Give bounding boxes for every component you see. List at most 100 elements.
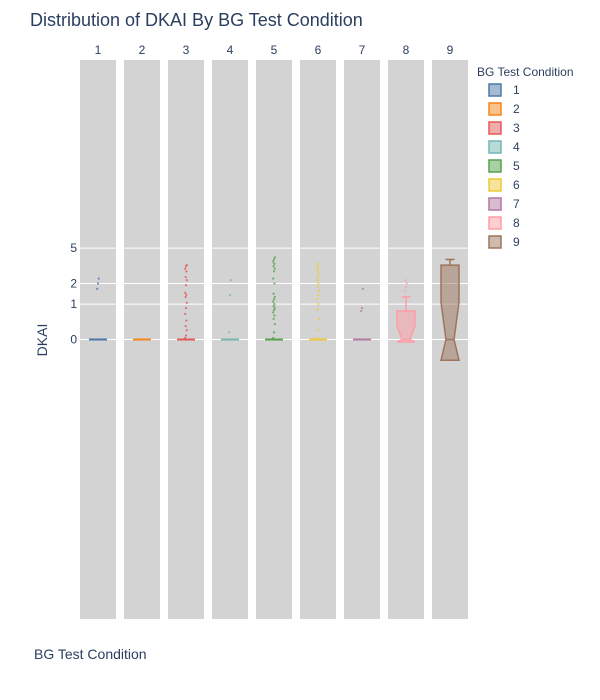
outlier-point — [185, 270, 188, 273]
legend-item-1[interactable]: 1 — [488, 83, 520, 97]
facet-label-6: 6 — [315, 43, 322, 57]
facet-label-9: 9 — [447, 43, 454, 57]
legend-swatch — [488, 216, 502, 230]
outlier-point — [228, 331, 231, 334]
outlier-point — [273, 295, 276, 299]
outlier-point — [184, 284, 188, 287]
outlier-point — [185, 263, 188, 267]
legend-label: 1 — [513, 83, 520, 97]
box-body — [440, 264, 460, 361]
outlier-point — [185, 301, 188, 304]
legend-item-3[interactable]: 3 — [488, 121, 520, 135]
box-group-7 — [353, 287, 371, 341]
outlier-point — [316, 275, 320, 279]
outlier-point — [317, 303, 320, 306]
y-axis: 0 1 2 5 DKAI — [34, 241, 77, 356]
legend[interactable]: BG Test Condition 1 2 3 4 5 6 7 8 9 — [477, 65, 574, 249]
outlier-point — [272, 308, 276, 312]
legend-item-4[interactable]: 4 — [488, 140, 520, 154]
outlier-point — [184, 291, 187, 294]
legend-item-5[interactable]: 5 — [488, 159, 520, 173]
y-tick-label: 2 — [70, 276, 77, 290]
box-group-3 — [177, 263, 195, 341]
outlier-point — [272, 270, 276, 273]
y-axis-title: DKAI — [34, 324, 50, 357]
outlier-point — [96, 282, 100, 285]
outlier-point — [316, 279, 319, 282]
legend-label: 6 — [513, 178, 520, 192]
box-group-8 — [396, 279, 416, 343]
outlier-point — [317, 273, 320, 276]
facet-label-5: 5 — [271, 43, 278, 57]
legend-swatch — [488, 159, 502, 173]
outlier-point — [272, 298, 276, 301]
outlier-point — [229, 279, 232, 282]
outlier-point — [317, 282, 320, 285]
facet-label-2: 2 — [139, 43, 146, 57]
outlier-point — [96, 287, 99, 290]
outlier-point — [316, 265, 319, 268]
outlier-point — [184, 267, 187, 270]
outlier-point — [404, 289, 407, 292]
legend-label: 4 — [513, 140, 520, 154]
legend-item-6[interactable]: 6 — [488, 178, 520, 192]
y-tick-label: 1 — [70, 297, 77, 311]
facet-label-3: 3 — [183, 43, 190, 57]
outlier-point — [97, 277, 100, 280]
outlier-point — [273, 282, 276, 285]
outlier-point — [273, 267, 276, 270]
legend-label: 3 — [513, 121, 520, 135]
outlier-point — [316, 270, 319, 273]
box-group-9 — [440, 258, 460, 361]
chart-title: Distribution of DKAI By BG Test Conditio… — [30, 10, 363, 30]
outlier-point — [272, 260, 275, 263]
outlier-point — [317, 289, 320, 292]
outlier-point — [228, 293, 232, 296]
outlier-point — [316, 285, 319, 289]
outlier-point — [184, 312, 187, 316]
legend-item-9[interactable]: 9 — [488, 235, 520, 249]
y-tick-label: 0 — [70, 333, 77, 347]
facet-panels: 1 2 3 4 5 6 7 8 9 — [80, 43, 468, 619]
box-group-1 — [89, 277, 107, 341]
legend-item-8[interactable]: 8 — [488, 216, 520, 230]
outlier-point — [316, 293, 320, 296]
outlier-point — [273, 256, 276, 259]
outlier-point — [272, 292, 275, 295]
legend-swatch — [488, 140, 502, 154]
outlier-point — [361, 287, 364, 290]
outlier-point — [272, 300, 275, 303]
outlier-point — [272, 305, 275, 308]
outlier-point — [404, 279, 407, 282]
facet-label-4: 4 — [227, 43, 234, 57]
facet-label-1: 1 — [95, 43, 102, 57]
legend-swatch — [488, 178, 502, 192]
legend-item-2[interactable]: 2 — [488, 102, 520, 116]
legend-swatch — [488, 83, 502, 97]
legend-item-7[interactable]: 7 — [488, 197, 520, 211]
legend-swatch — [488, 197, 502, 211]
outlier-point — [360, 309, 363, 313]
legend-label: 8 — [513, 216, 520, 230]
outlier-point — [185, 279, 188, 282]
outlier-point — [272, 317, 275, 320]
outlier-point — [316, 298, 319, 301]
legend-swatch — [488, 102, 502, 116]
outlier-point — [184, 295, 187, 299]
box-group-4 — [221, 279, 239, 341]
outlier-point — [184, 325, 187, 328]
facet-label-8: 8 — [403, 43, 410, 57]
outlier-point — [184, 334, 188, 337]
legend-label: 2 — [513, 102, 520, 116]
outlier-point — [273, 307, 276, 310]
outlier-point — [184, 307, 188, 310]
x-axis-title: BG Test Condition — [34, 646, 147, 662]
outlier-point — [316, 262, 320, 265]
outlier-point — [273, 323, 276, 326]
y-tick-label: 5 — [70, 241, 77, 255]
outlier-point — [405, 282, 408, 285]
outlier-point — [317, 317, 320, 320]
outlier-point — [184, 275, 187, 279]
outlier-point — [317, 267, 320, 270]
